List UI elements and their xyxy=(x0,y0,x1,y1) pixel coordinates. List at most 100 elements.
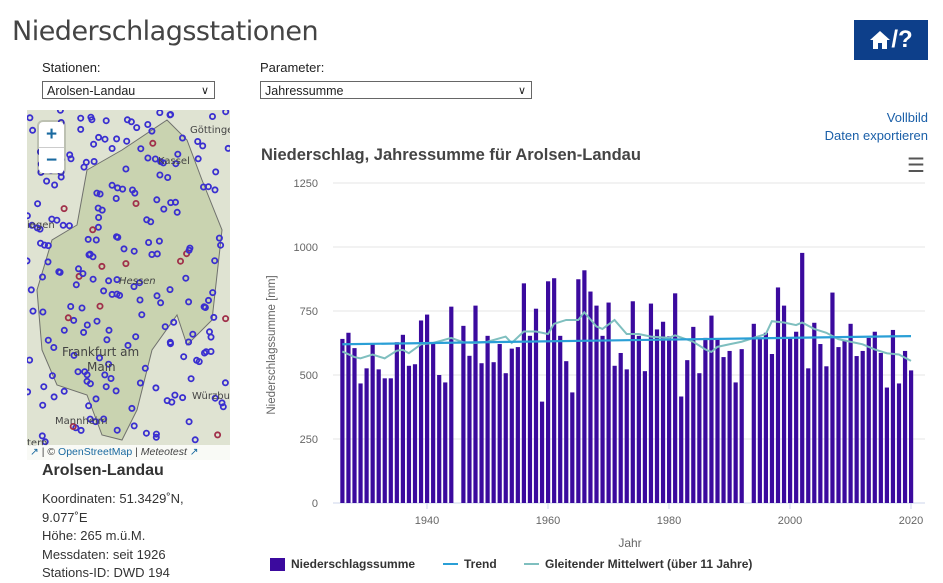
station-marker xyxy=(212,168,220,176)
bar xyxy=(509,348,514,503)
station-name: Arolsen-Landau xyxy=(42,462,164,479)
map-layer[interactable] xyxy=(27,110,230,460)
station-marker xyxy=(133,124,141,132)
bar xyxy=(364,368,369,503)
chart-title: Niederschlag, Jahressumme für Arolsen-La… xyxy=(261,146,641,164)
x-tick-label: 1940 xyxy=(415,515,439,527)
bar xyxy=(558,335,563,503)
bar xyxy=(527,335,533,503)
fullscreen-link[interactable]: Vollbild xyxy=(886,110,928,125)
zoom-out-button[interactable]: − xyxy=(39,147,64,173)
home-help-button[interactable]: /? xyxy=(854,20,928,60)
station-select-value: Arolsen-Landau xyxy=(47,84,136,98)
bar xyxy=(763,332,768,503)
export-data-link[interactable]: Daten exportieren xyxy=(824,128,928,143)
y-tick-label: 1000 xyxy=(294,242,318,254)
station-marker xyxy=(94,223,102,231)
attribution-text: | © xyxy=(41,446,56,458)
station-marker xyxy=(44,242,52,250)
station-marker xyxy=(95,133,103,141)
station-marker xyxy=(199,142,207,150)
legend-item-bars[interactable]: Niederschlagssumme xyxy=(270,557,415,571)
station-marker xyxy=(108,181,116,189)
station-marker xyxy=(113,290,121,298)
y-tick-label: 750 xyxy=(300,306,318,318)
station-marker xyxy=(72,281,80,289)
station-marker xyxy=(168,398,176,406)
bar xyxy=(600,335,605,503)
station-marker xyxy=(153,196,161,204)
bar xyxy=(660,321,666,503)
station-marker xyxy=(39,308,47,316)
bar xyxy=(515,347,520,503)
meteotest-link[interactable]: Meteotest xyxy=(140,446,187,458)
station-marker xyxy=(131,189,139,197)
station-marker xyxy=(107,374,115,382)
y-tick-label: 250 xyxy=(300,434,318,446)
station-marker xyxy=(137,145,145,153)
station-marker xyxy=(176,257,184,265)
station-marker xyxy=(70,316,78,324)
bar xyxy=(654,329,660,503)
station-marker xyxy=(101,371,109,379)
station-marker xyxy=(178,134,186,142)
station-marker xyxy=(130,247,138,255)
map-attribution: ↗ | © OpenStreetMap | Meteotest ↗ xyxy=(27,445,230,460)
station-marker xyxy=(200,349,208,357)
station-marker xyxy=(69,422,77,430)
station-marker xyxy=(113,276,121,284)
parameter-select[interactable]: Jahressumme ∨ xyxy=(260,81,532,99)
bar xyxy=(890,329,896,503)
zoom-controls: + − xyxy=(39,122,64,173)
station-marker xyxy=(130,422,138,430)
station-marker xyxy=(211,186,219,194)
attribution-separator: | xyxy=(135,446,138,458)
station-marker xyxy=(38,432,46,440)
station-marker xyxy=(207,333,215,341)
station-marker xyxy=(83,321,91,329)
station-marker xyxy=(60,387,68,395)
osm-link[interactable]: OpenStreetMap xyxy=(58,446,133,458)
station-marker xyxy=(194,137,202,145)
station-marker xyxy=(180,353,188,361)
bar xyxy=(443,382,448,503)
station-marker xyxy=(34,200,42,208)
bar xyxy=(691,326,696,503)
station-marker xyxy=(67,302,75,310)
station-marker xyxy=(208,113,216,120)
bar xyxy=(739,349,744,503)
bar xyxy=(848,323,853,503)
station-map[interactable]: + − Göttinge Kassel Hessen iegen Frankfu… xyxy=(27,110,230,460)
bar xyxy=(788,337,793,503)
station-marker xyxy=(48,372,56,380)
station-marker xyxy=(185,338,193,346)
station-marker xyxy=(53,216,61,224)
station-marker xyxy=(82,158,90,166)
station-marker xyxy=(101,135,109,143)
station-marker xyxy=(27,257,31,265)
station-marker xyxy=(92,236,100,244)
station-select[interactable]: Arolsen-Landau ∨ xyxy=(42,81,215,99)
bar xyxy=(552,278,557,503)
map-label: Würzbur xyxy=(192,391,230,402)
external-link-icon[interactable]: ↗ xyxy=(189,446,199,458)
legend-item-trend[interactable]: Trend xyxy=(443,557,497,571)
bar xyxy=(703,337,708,503)
bar xyxy=(588,291,593,503)
legend-label: Niederschlagssumme xyxy=(291,557,416,571)
hamburger-menu-icon[interactable]: ☰ xyxy=(907,155,925,177)
bar xyxy=(812,322,817,503)
station-marker xyxy=(38,273,46,281)
external-link-icon[interactable]: ↗ xyxy=(30,446,39,458)
station-marker xyxy=(33,224,41,232)
zoom-in-button[interactable]: + xyxy=(45,124,58,145)
station-marker xyxy=(113,426,121,434)
station-marker xyxy=(43,177,51,185)
station-marker xyxy=(157,158,165,166)
station-marker xyxy=(51,181,59,189)
station-marker xyxy=(185,418,193,426)
station-marker xyxy=(132,333,140,341)
station-marker xyxy=(29,126,37,134)
legend-item-moving-average[interactable]: Gleitender Mittelwert (über 11 Jahre) xyxy=(524,557,752,571)
station-marker xyxy=(27,388,32,396)
